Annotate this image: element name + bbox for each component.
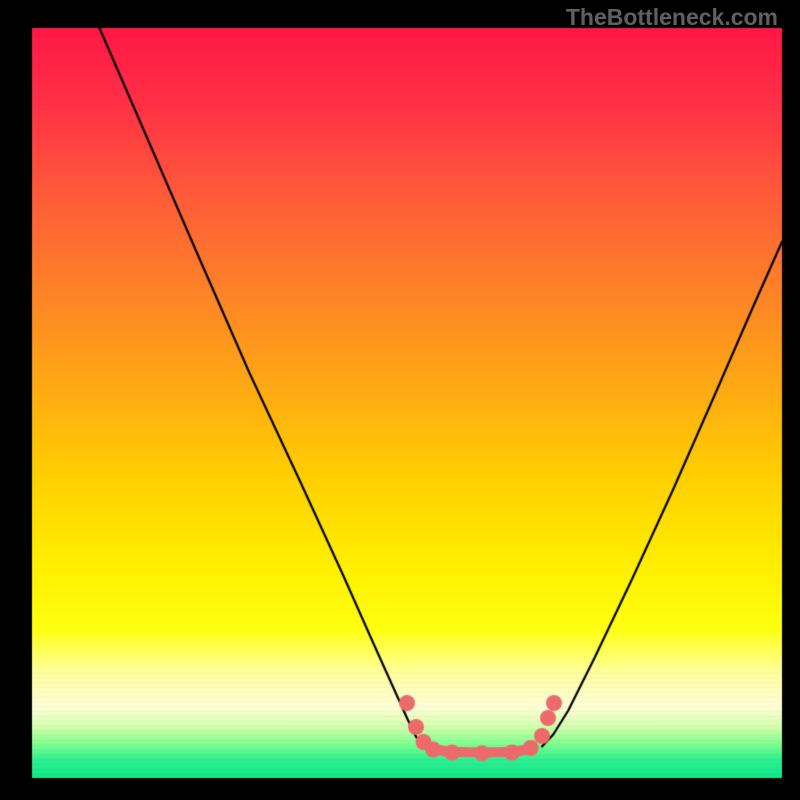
bottleneck-chart-canvas (0, 0, 800, 800)
watermark-label: TheBottleneck.com (566, 4, 778, 31)
chart-frame: TheBottleneck.com (0, 0, 800, 800)
